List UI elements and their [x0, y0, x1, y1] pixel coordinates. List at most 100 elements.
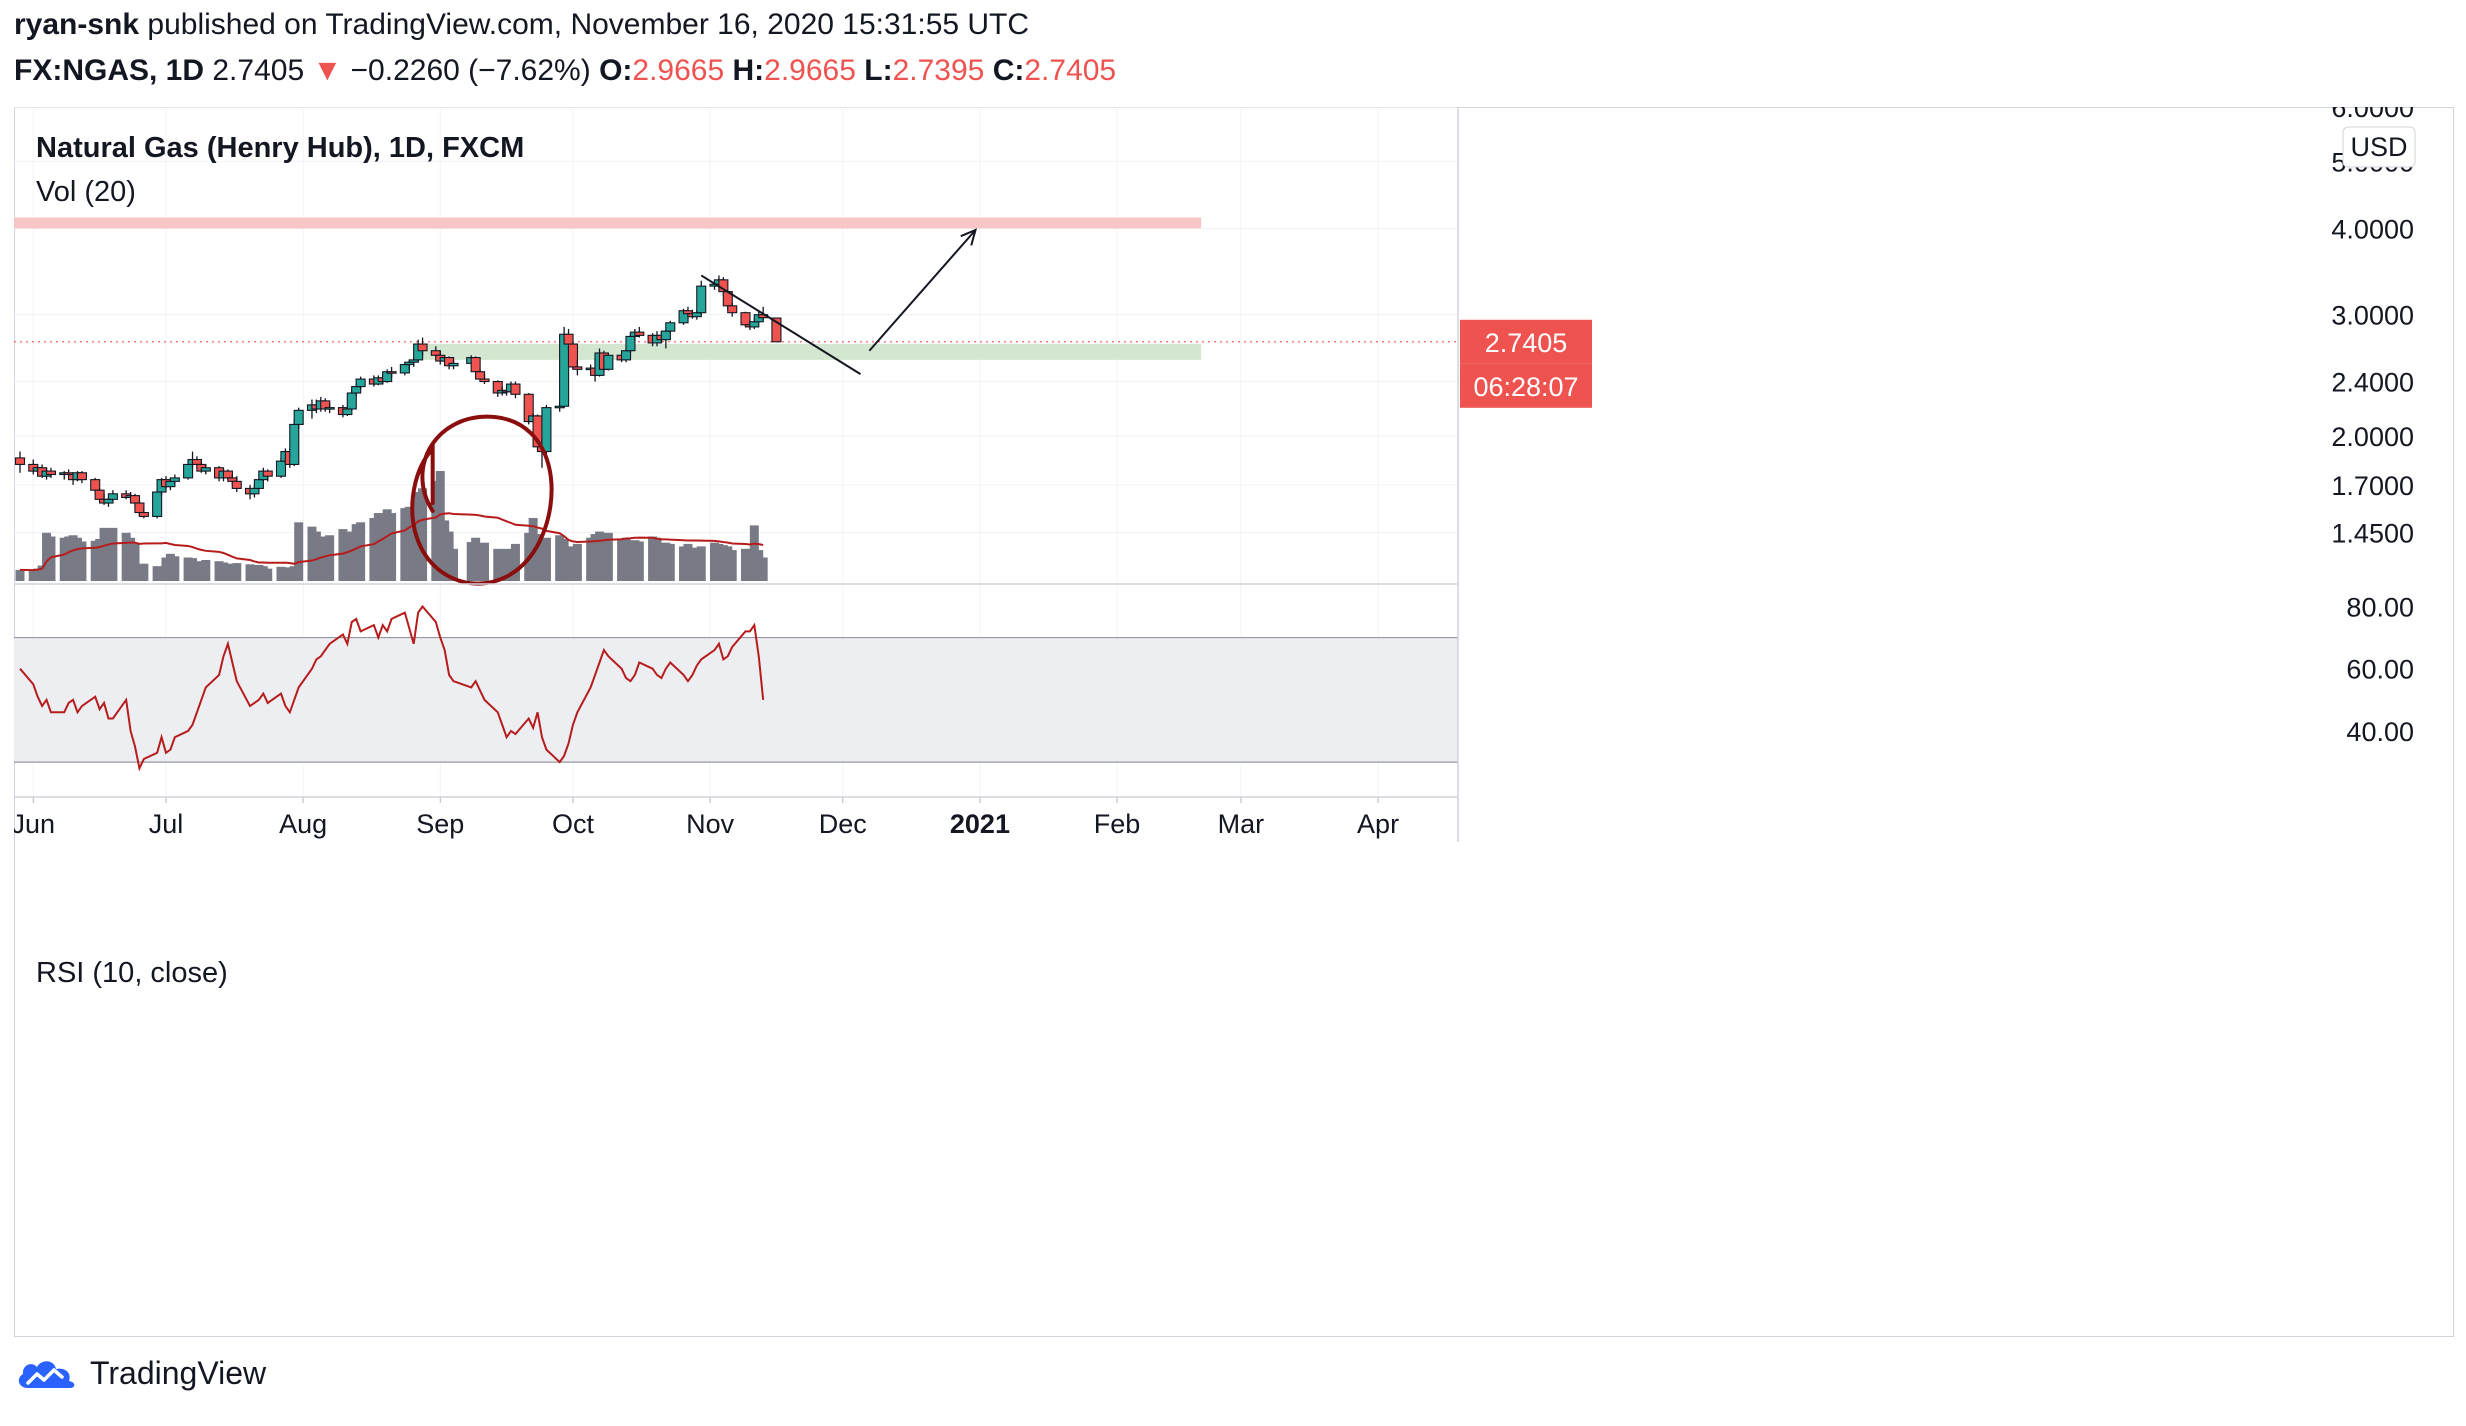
candle-down [572, 366, 583, 370]
candle-up [293, 409, 304, 425]
candle-up [691, 312, 702, 318]
volume-bar [634, 541, 644, 581]
zones [14, 217, 1458, 360]
candle-up [103, 498, 114, 504]
time-axis-label: Dec [819, 809, 867, 839]
legend-title: Natural Gas (Henry Hub), 1D, FXCM [36, 132, 524, 164]
volume-bar [727, 550, 737, 581]
candle-down [563, 333, 574, 345]
volume-bar [572, 543, 582, 581]
candle-up [620, 350, 632, 361]
projection-arrowhead-icon [960, 228, 978, 246]
candle-down [76, 472, 87, 481]
time-axis-label: Mar [1218, 809, 1265, 839]
axes: Jun Jul Aug Sep Oct Nov Dec 2021 Feb Mar Apr 6.0000… [11, 93, 2414, 842]
candle-down [191, 458, 202, 465]
last-price-text: 2.7405 [1485, 328, 1568, 358]
volume-bar [541, 537, 551, 581]
volume-bar [479, 542, 489, 581]
symbol-label: FX:NGAS, 1D [14, 54, 205, 87]
candle-down [470, 357, 481, 373]
volume-bar [387, 513, 397, 581]
symbol-info-line: FX:NGAS, 1D 2.7405 ▼ −0.2260 (−7.62%) O:… [14, 54, 1116, 88]
candle-down [479, 378, 490, 383]
currency-box[interactable] [2342, 126, 2416, 168]
time-axis-label: 2021 [950, 809, 1010, 839]
candle-down [222, 470, 233, 479]
volume-bar [77, 541, 87, 581]
candle-down [771, 317, 782, 343]
rsi-tick-label: 80.00 [2346, 592, 2414, 622]
candle-up [351, 386, 362, 394]
last-price-label: 2.7405 06:28:07 [1460, 319, 1592, 408]
price-tick-label: 1.7000 [2331, 471, 2414, 501]
volume-bar [15, 569, 25, 581]
rsi-line [19, 604, 765, 772]
volume-bar [130, 542, 140, 581]
candle-up [324, 407, 335, 410]
candle-up [399, 364, 410, 374]
candle-up [249, 487, 260, 495]
open-label: O: [599, 54, 633, 87]
chart-frame[interactable]: 80.00 60.00 40.00 Jun Jul Aug Sep Oct Nov Dec 202… [11, 93, 2454, 1337]
candle-up [749, 321, 760, 328]
time-axis-label: Sep [416, 809, 464, 839]
candle-up [152, 491, 163, 517]
candle-down [129, 495, 141, 504]
volume-bar [758, 557, 768, 581]
price-tick-label: 2.4000 [2331, 368, 2414, 398]
time-axis-label: Aug [279, 809, 327, 839]
legend-volume: Vol (20) [36, 176, 136, 208]
volume-bar [201, 559, 211, 581]
candles [14, 275, 782, 519]
tradingview-logo[interactable]: TradingView [14, 1355, 266, 1392]
price-tick-label: 1.4500 [2331, 519, 2414, 549]
candle-up [696, 285, 707, 314]
high-value: 2.9665 [764, 54, 856, 87]
candle-down [45, 470, 57, 476]
price-tick-label: 6.0000 [2331, 107, 2414, 123]
change-value: −0.2260 (−7.62%) [350, 54, 591, 87]
candle-up [625, 335, 636, 352]
candle-down [386, 371, 397, 374]
close-label: C: [992, 54, 1025, 87]
candle-down [510, 383, 521, 395]
candle-up [603, 354, 614, 370]
volume-bar [108, 527, 118, 581]
close-value: 2.7405 [1024, 54, 1117, 87]
candle-up [559, 333, 570, 407]
candle-up [169, 477, 180, 482]
chart-canvas[interactable]: 80.00 60.00 40.00 Jun Jul Aug Sep Oct Nov Dec 202… [11, 93, 2454, 1337]
support-zone [418, 344, 1202, 360]
candle-up [253, 479, 264, 489]
candle-down [231, 480, 242, 489]
candle-up [448, 362, 459, 367]
candle-up [342, 408, 353, 416]
candle-up [660, 330, 671, 341]
countdown-badge [1460, 363, 1592, 408]
author-name[interactable]: ryan-snk [14, 8, 140, 41]
candle-down [417, 343, 428, 352]
time-axis-label: Oct [552, 809, 595, 839]
rsi-tick-label: 40.00 [2346, 717, 2414, 747]
volume-bar [263, 568, 273, 581]
trend-line [700, 274, 862, 375]
volume-bar [46, 536, 56, 581]
rsi-band [14, 637, 1458, 763]
rsi-pane: 80.00 60.00 40.00 [14, 592, 2414, 772]
volume-bar [232, 563, 242, 581]
volume-bar [510, 543, 520, 581]
candle-up [346, 392, 357, 410]
open-value: 2.9665 [632, 54, 725, 87]
time-axis-label: Jun [14, 809, 55, 839]
publish-line: ryan-snk published on TradingView.com, N… [14, 8, 1029, 42]
candle-down [727, 305, 738, 314]
candle-up [541, 407, 552, 453]
candle-up [275, 460, 287, 477]
last-price-badge [1460, 319, 1592, 364]
candle-down [94, 489, 105, 500]
low-value: 2.7395 [892, 54, 985, 87]
rsi-tick-label: 60.00 [2346, 655, 2414, 685]
price-tick-label: 2.0000 [2331, 422, 2414, 452]
publish-info: published on TradingView.com, November 1… [147, 8, 1030, 41]
